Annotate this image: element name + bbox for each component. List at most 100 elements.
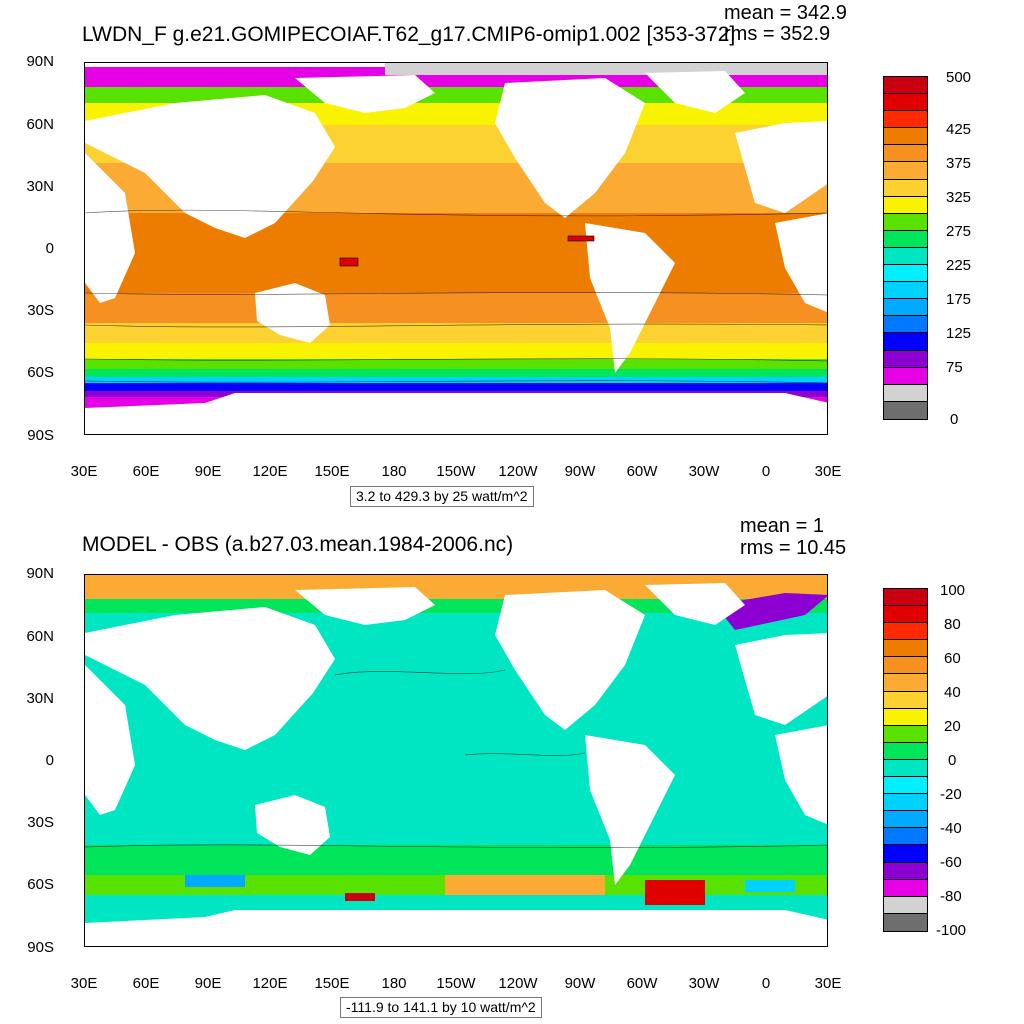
colorbar-swatch xyxy=(884,350,927,368)
lat-label: 90N xyxy=(26,53,54,70)
colorbar xyxy=(883,588,928,932)
contour-range-label: -111.9 to 141.1 by 10 watt/m^2 xyxy=(340,997,542,1019)
colorbar-swatch xyxy=(884,725,927,743)
panel-title: MODEL - OBS (a.b27.03.mean.1984-2006.nc) xyxy=(82,533,514,556)
map-field xyxy=(85,63,827,434)
colorbar-label: 100 xyxy=(940,582,966,599)
colorbar-swatch xyxy=(884,179,927,197)
colorbar-swatch xyxy=(884,401,927,419)
lon-label: 60W xyxy=(626,463,658,480)
rms-label: rms = 10.45 xyxy=(740,537,847,559)
lat-label: 60S xyxy=(27,364,54,381)
lon-label: 30E xyxy=(70,975,98,992)
lat-label: 60N xyxy=(26,116,54,133)
colorbar-label: 175 xyxy=(946,291,972,308)
lon-label: 30W xyxy=(688,463,720,480)
lon-label: 120W xyxy=(498,975,538,992)
colorbar-swatch xyxy=(884,265,927,283)
lon-label: 30E xyxy=(814,975,842,992)
lon-label: 90W xyxy=(564,975,596,992)
lat-label: 90N xyxy=(26,565,54,582)
colorbar-swatch xyxy=(884,777,927,795)
colorbar-label: 0 xyxy=(948,752,957,769)
lon-label: 30E xyxy=(814,463,842,480)
lon-label: 150E xyxy=(314,463,350,480)
colorbar-swatch xyxy=(884,299,927,317)
lon-label: 0 xyxy=(761,975,771,992)
lat-label: 30N xyxy=(26,178,54,195)
colorbar-label: 80 xyxy=(944,616,961,633)
colorbar-swatch xyxy=(884,196,927,214)
map-field xyxy=(85,575,827,946)
rms-label: rms = 352.9 xyxy=(724,23,831,45)
colorbar-swatch xyxy=(884,811,927,829)
colorbar-label: 325 xyxy=(946,189,972,206)
colorbar-swatch xyxy=(884,247,927,266)
colorbar-label: -80 xyxy=(940,888,962,905)
colorbar-label: 40 xyxy=(944,684,961,701)
lat-label: 60N xyxy=(26,628,54,645)
colorbar-swatch xyxy=(884,896,927,914)
colorbar-label: -100 xyxy=(936,922,967,939)
colorbar-swatch xyxy=(884,94,927,112)
lon-label: 30E xyxy=(70,463,98,480)
lat-label: 60S xyxy=(27,876,54,893)
mean-label: mean = 342.9 xyxy=(724,2,847,24)
colorbar-swatch xyxy=(884,333,927,351)
lon-label: 150W xyxy=(436,975,476,992)
lon-label: 60E xyxy=(132,975,160,992)
colorbar-label: -40 xyxy=(940,820,962,837)
colorbar-label: 275 xyxy=(946,223,972,240)
contour-range-label: 3.2 to 429.3 by 25 watt/m^2 xyxy=(350,486,534,508)
colorbar-label: 225 xyxy=(946,257,972,274)
colorbar-swatch xyxy=(884,589,927,607)
colorbar-swatch xyxy=(884,845,927,863)
colorbar-label: -60 xyxy=(940,854,962,871)
lon-label: 90W xyxy=(564,463,596,480)
colorbar-swatch xyxy=(884,623,927,641)
lat-label: 0 xyxy=(45,752,54,769)
colorbar-swatch xyxy=(884,162,927,180)
colorbar-label: -20 xyxy=(940,786,962,803)
colorbar-label: 60 xyxy=(944,650,961,667)
colorbar-swatch xyxy=(884,213,927,231)
lon-label: 150E xyxy=(314,975,350,992)
colorbar-label: 500 xyxy=(946,69,972,86)
colorbar-swatch xyxy=(884,367,927,385)
colorbar-swatch xyxy=(884,862,927,880)
colorbar-swatch xyxy=(884,316,927,334)
lon-label: 60W xyxy=(626,975,658,992)
panel-bottom-model-minus-obs: MODEL - OBS (a.b27.03.mean.1984-2006.nc)… xyxy=(0,512,1024,1024)
colorbar-swatch xyxy=(884,230,927,248)
colorbar-label: 425 xyxy=(946,121,972,138)
colorbar-swatch xyxy=(884,128,927,146)
lat-label: 30S xyxy=(27,302,54,319)
colorbar-swatch xyxy=(884,742,927,760)
colorbar-swatch xyxy=(884,282,927,300)
lon-label: 0 xyxy=(761,463,771,480)
colorbar-swatch xyxy=(884,828,927,846)
colorbar-swatch xyxy=(884,879,927,897)
colorbar-label: 0 xyxy=(950,411,959,428)
lat-label: 30N xyxy=(26,690,54,707)
colorbar xyxy=(883,76,928,420)
lon-label: 120E xyxy=(252,975,288,992)
colorbar-swatch xyxy=(884,657,927,675)
mean-label: mean = 1 xyxy=(740,515,824,537)
lat-label: 90S xyxy=(27,939,54,956)
colorbar-swatch xyxy=(884,691,927,709)
lat-label: 30S xyxy=(27,814,54,831)
lon-label: 180 xyxy=(381,463,407,480)
colorbar-swatch xyxy=(884,606,927,624)
colorbar-swatch xyxy=(884,794,927,812)
lon-label: 60E xyxy=(132,463,160,480)
colorbar-label: 125 xyxy=(946,325,972,342)
colorbar-swatch xyxy=(884,708,927,726)
colorbar-swatch xyxy=(884,674,927,692)
lon-label: 180 xyxy=(381,975,407,992)
colorbar-swatch xyxy=(884,77,927,95)
colorbar-swatch xyxy=(884,759,927,778)
colorbar-swatch xyxy=(884,640,927,658)
lon-label: 120W xyxy=(498,463,538,480)
lon-label: 150W xyxy=(436,463,476,480)
